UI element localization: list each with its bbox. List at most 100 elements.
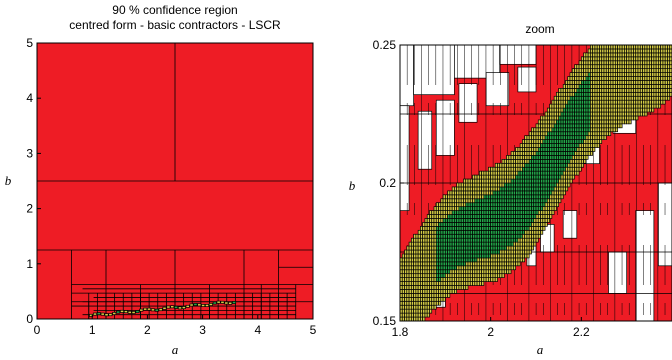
boundary-box	[442, 296, 446, 302]
paving-box	[104, 313, 109, 317]
right-panel: zoom 1.8 2 2.2 0.15 0.2 0.25 a b	[349, 22, 672, 357]
boundary-box	[517, 261, 521, 267]
boundary-box	[546, 218, 550, 223]
paving-box	[185, 304, 190, 308]
boundary-box	[614, 127, 618, 133]
paving-box	[166, 305, 171, 309]
paving-box	[197, 303, 202, 307]
boundary-box	[576, 170, 580, 176]
boundary-box	[599, 139, 603, 144]
right-y-tick-label: 0.15	[373, 314, 397, 328]
left-y-axis-label: b	[5, 173, 12, 188]
boundary-box	[565, 186, 569, 192]
left-y-ticks: 0 1 2 3 4 5	[26, 36, 41, 326]
paving-box	[123, 310, 128, 314]
boundary-box	[465, 285, 469, 290]
paving-box	[116, 310, 121, 314]
paving-box	[131, 311, 136, 314]
boundary-box	[531, 245, 535, 251]
excluded-cell	[435, 99, 455, 156]
boundary-box	[553, 206, 557, 211]
left-y-tick-label: 2	[26, 202, 33, 216]
paving-box	[208, 303, 213, 306]
boundary-box	[583, 158, 587, 164]
paving-box	[150, 308, 155, 312]
boundary-box	[603, 135, 607, 140]
right-y-tick-label: 0.2	[379, 176, 396, 190]
left-y-tick-label: 0	[26, 312, 33, 326]
boundary-box	[585, 155, 589, 160]
right-paving	[399, 44, 672, 322]
paving-box	[212, 301, 217, 305]
left-panel: 90 % confidence region centred form - ba…	[5, 3, 317, 357]
paving-box	[177, 306, 182, 310]
excluded-cell	[413, 44, 455, 96]
boundary-box	[562, 190, 566, 196]
paving-box	[127, 310, 132, 314]
paving-box	[181, 306, 186, 310]
boundary-box	[481, 281, 485, 286]
left-x-ticks: 0 1 2 3 4 5	[34, 315, 317, 337]
paving-box	[205, 304, 210, 307]
paving-box	[216, 300, 221, 304]
excluded-cell	[635, 210, 655, 322]
boundary-box	[537, 233, 541, 239]
boundary-box	[508, 269, 512, 275]
boundary-box	[454, 289, 458, 294]
paving-box	[143, 307, 148, 311]
left-subtitle: centred form - basic contractors - LSCR	[69, 18, 281, 32]
paving-box	[162, 306, 167, 310]
boundary-box	[522, 257, 526, 263]
paving-box	[154, 308, 159, 312]
left-title: 90 % confidence region	[112, 3, 237, 17]
boundary-box	[569, 178, 573, 184]
boundary-box	[422, 316, 426, 322]
boundary-box	[667, 95, 671, 101]
boundary-box	[542, 226, 546, 231]
paving-box	[120, 309, 125, 313]
right-x-ticks: 1.8 2 2.2	[392, 317, 590, 339]
boundary-box	[578, 166, 582, 172]
boundary-box	[556, 202, 560, 208]
boundary-box	[558, 198, 562, 204]
paving-box	[92, 312, 97, 316]
paving-box	[100, 312, 105, 316]
right-x-tick-label: 2	[487, 325, 494, 339]
left-x-tick-label: 0	[34, 323, 41, 337]
boundary-box	[560, 194, 564, 200]
paving-box	[89, 313, 94, 317]
right-x-tick-label: 1.8	[392, 325, 409, 339]
boundary-box	[433, 304, 437, 310]
right-x-axis-label: a	[537, 342, 544, 357]
paving-box	[96, 312, 101, 316]
boundary-box	[528, 249, 532, 255]
left-x-tick-label: 4	[254, 323, 261, 337]
excluded-cell	[399, 105, 410, 211]
paving-box	[193, 302, 198, 306]
boundary-box	[608, 131, 612, 137]
right-y-axis-label: b	[349, 178, 356, 193]
boundary-box	[533, 241, 537, 247]
excluded-cell	[608, 251, 628, 294]
paving-box	[108, 313, 113, 317]
excluded-cell	[562, 210, 578, 239]
left-x-tick-label: 1	[89, 323, 96, 337]
paving-box	[220, 300, 225, 304]
boundary-box	[426, 312, 430, 318]
boundary-box	[662, 99, 666, 105]
boundary-box	[540, 229, 544, 235]
boundary-box	[544, 222, 548, 227]
boundary-box	[438, 300, 442, 306]
boundary-box	[551, 210, 555, 215]
boundary-box	[567, 182, 571, 188]
paving-box	[158, 308, 163, 312]
right-x-tick-label: 2.2	[573, 325, 590, 339]
left-y-tick-label: 4	[26, 91, 33, 105]
left-x-tick-label: 5	[310, 323, 317, 337]
boundary-box	[494, 277, 498, 282]
boundary-box	[596, 143, 600, 148]
paving-box	[112, 312, 117, 315]
excluded-cell	[517, 66, 537, 93]
excluded-cell	[399, 44, 414, 107]
